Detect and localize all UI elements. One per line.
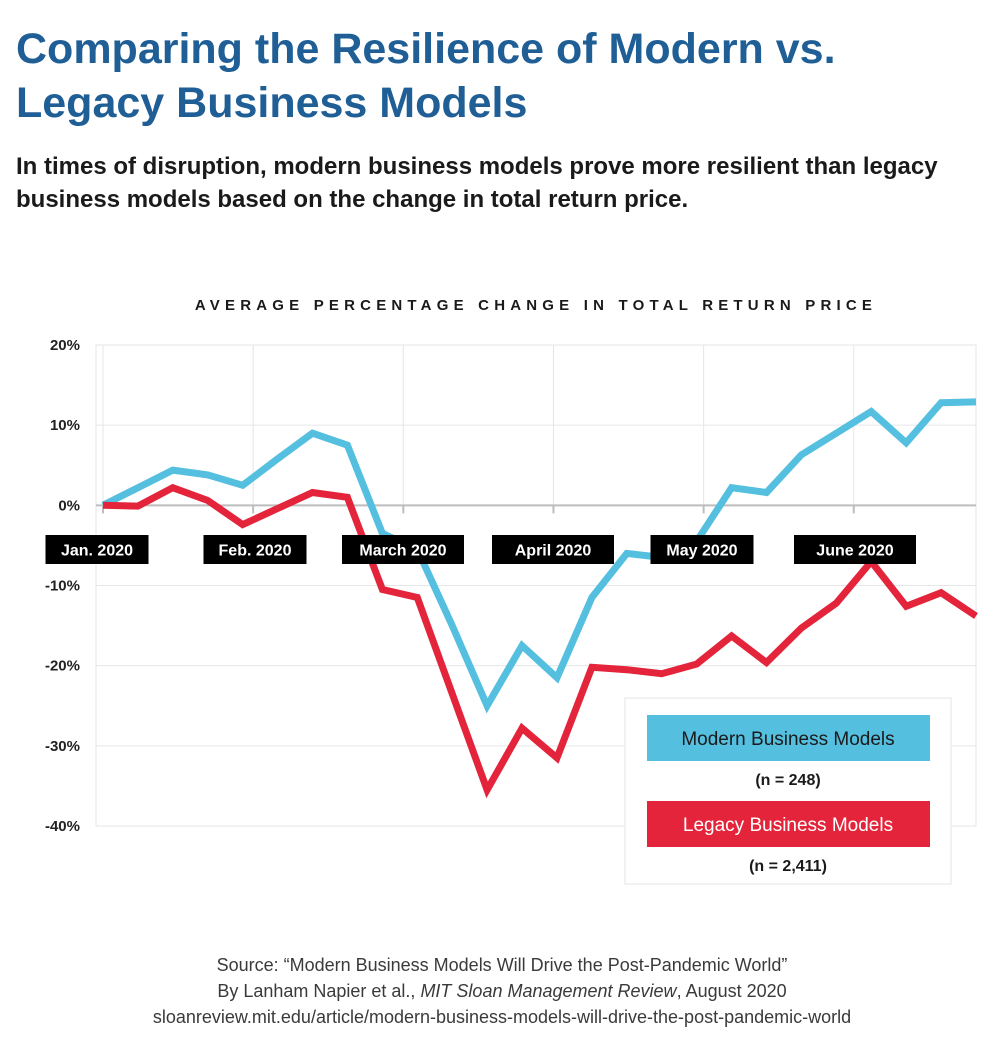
legend-swatch — [647, 715, 930, 761]
x-tick-label: May 2020 — [666, 543, 737, 560]
source-authors: By Lanham Napier et al., — [217, 981, 421, 1001]
x-tick-label-box — [794, 535, 916, 564]
series-line-modern — [101, 398, 977, 714]
source-url: sloanreview.mit.edu/article/modern-busin… — [152, 1007, 852, 1027]
y-tick-label: -10% — [45, 578, 80, 595]
page-subtitle: In times of disruption, modern business … — [16, 153, 938, 213]
legend-label: Legacy Business Models — [683, 815, 893, 836]
x-tick-label-box — [650, 535, 754, 564]
x-tick-label: April 2020 — [515, 543, 592, 560]
x-tick-label-box — [203, 535, 307, 564]
x-tick-label-box — [342, 535, 464, 564]
chart-title: AVERAGE PERCENTAGE CHANGE IN TOTAL RETUR… — [194, 297, 878, 314]
y-tick-label: -20% — [45, 658, 80, 675]
y-tick-label: 0% — [58, 497, 80, 514]
page-title: Comparing the Resilience of Modern vs. L… — [16, 25, 836, 127]
source-date: , August 2020 — [676, 981, 787, 1001]
x-tick-label: March 2020 — [359, 543, 446, 560]
y-tick-label: 10% — [50, 417, 80, 434]
legend-swatch — [647, 801, 930, 847]
y-tick-label: 20% — [50, 337, 80, 354]
legend-count: (n = 2,411) — [749, 858, 827, 875]
source-note: Source: “Modern Business Models Will Dri… — [0, 952, 1004, 1030]
x-tick-label: Feb. 2020 — [219, 543, 292, 560]
source-line-1: Source: “Modern Business Models Will Dri… — [216, 955, 788, 975]
series-line-legacy — [102, 483, 978, 799]
legend-label: Modern Business Models — [681, 729, 894, 750]
legend-count: (n = 248) — [755, 772, 820, 789]
x-tick-label-box — [492, 535, 614, 564]
source-line-2: By Lanham Napier et al., MIT Sloan Manag… — [0, 978, 1004, 1004]
x-tick-label-box — [45, 535, 149, 564]
x-tick-label: Jan. 2020 — [61, 543, 133, 560]
source-journal: MIT Sloan Management Review — [420, 981, 677, 1001]
y-tick-label: -40% — [45, 818, 80, 835]
y-tick-label: -30% — [45, 738, 80, 755]
x-tick-label: June 2020 — [816, 543, 893, 560]
